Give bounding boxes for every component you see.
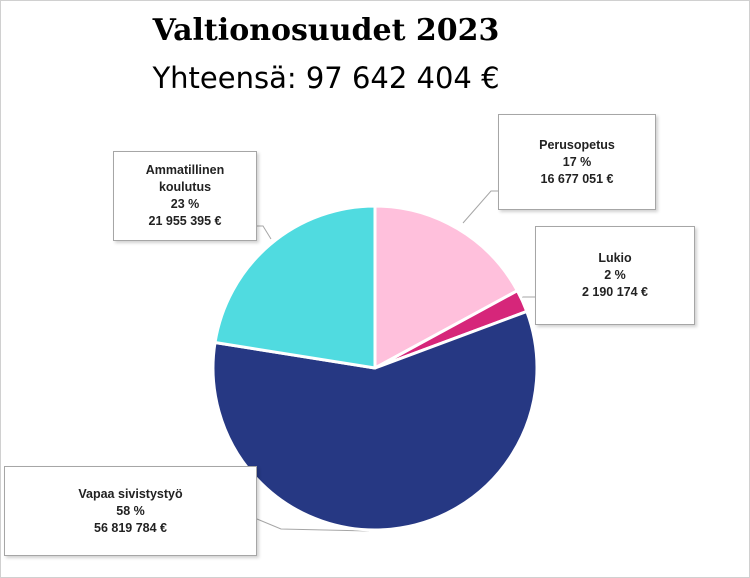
callout-percent: 58 % — [116, 503, 145, 518]
callout-name: Perusopetus — [539, 137, 615, 152]
callout-amount: 2 190 174 € — [581, 285, 649, 299]
callout-name: Ammatillinen — [145, 163, 225, 177]
callout-name: Lukio — [598, 251, 632, 265]
callout-ammatillinen-koulutus: Ammatillinen koulutus 23 % 21 955 395 € — [113, 151, 257, 241]
callout-percent: 2 % — [604, 268, 626, 282]
leader-line-perusopetus — [462, 190, 498, 224]
pie-slice-ammatillinen-koulutus — [213, 204, 377, 370]
leader-line-ammatillinen-koulutus — [257, 225, 272, 240]
callout-percent: 17 % — [562, 154, 592, 169]
chart-subtitle: Yhteensä: 97 642 404 € — [152, 61, 500, 95]
callout-amount: 16 677 051 € — [540, 171, 614, 186]
leader-line-vapaa-sivistystyo — [256, 518, 370, 532]
pie-slice-vapaa-sivistystyo — [211, 309, 539, 532]
chart-title: Valtionosuudet 2023 — [152, 13, 500, 48]
callout-amount: 56 819 784 € — [94, 520, 167, 535]
callout-lukio: Lukio 2 % 2 190 174 € — [535, 226, 695, 325]
callout-vapaa-sivistystyo: Vapaa sivistystyö 58 % 56 819 784 € — [4, 466, 257, 556]
callout-amount: 21 955 395 € — [148, 214, 222, 228]
callout-percent: 23 % — [170, 197, 200, 211]
callout-name-line2: koulutus — [158, 180, 212, 194]
callout-name: Vapaa sivistystyö — [78, 486, 183, 501]
callout-perusopetus: Perusopetus 17 % 16 677 051 € — [498, 114, 656, 210]
pie-slice-perusopetus — [373, 204, 519, 370]
